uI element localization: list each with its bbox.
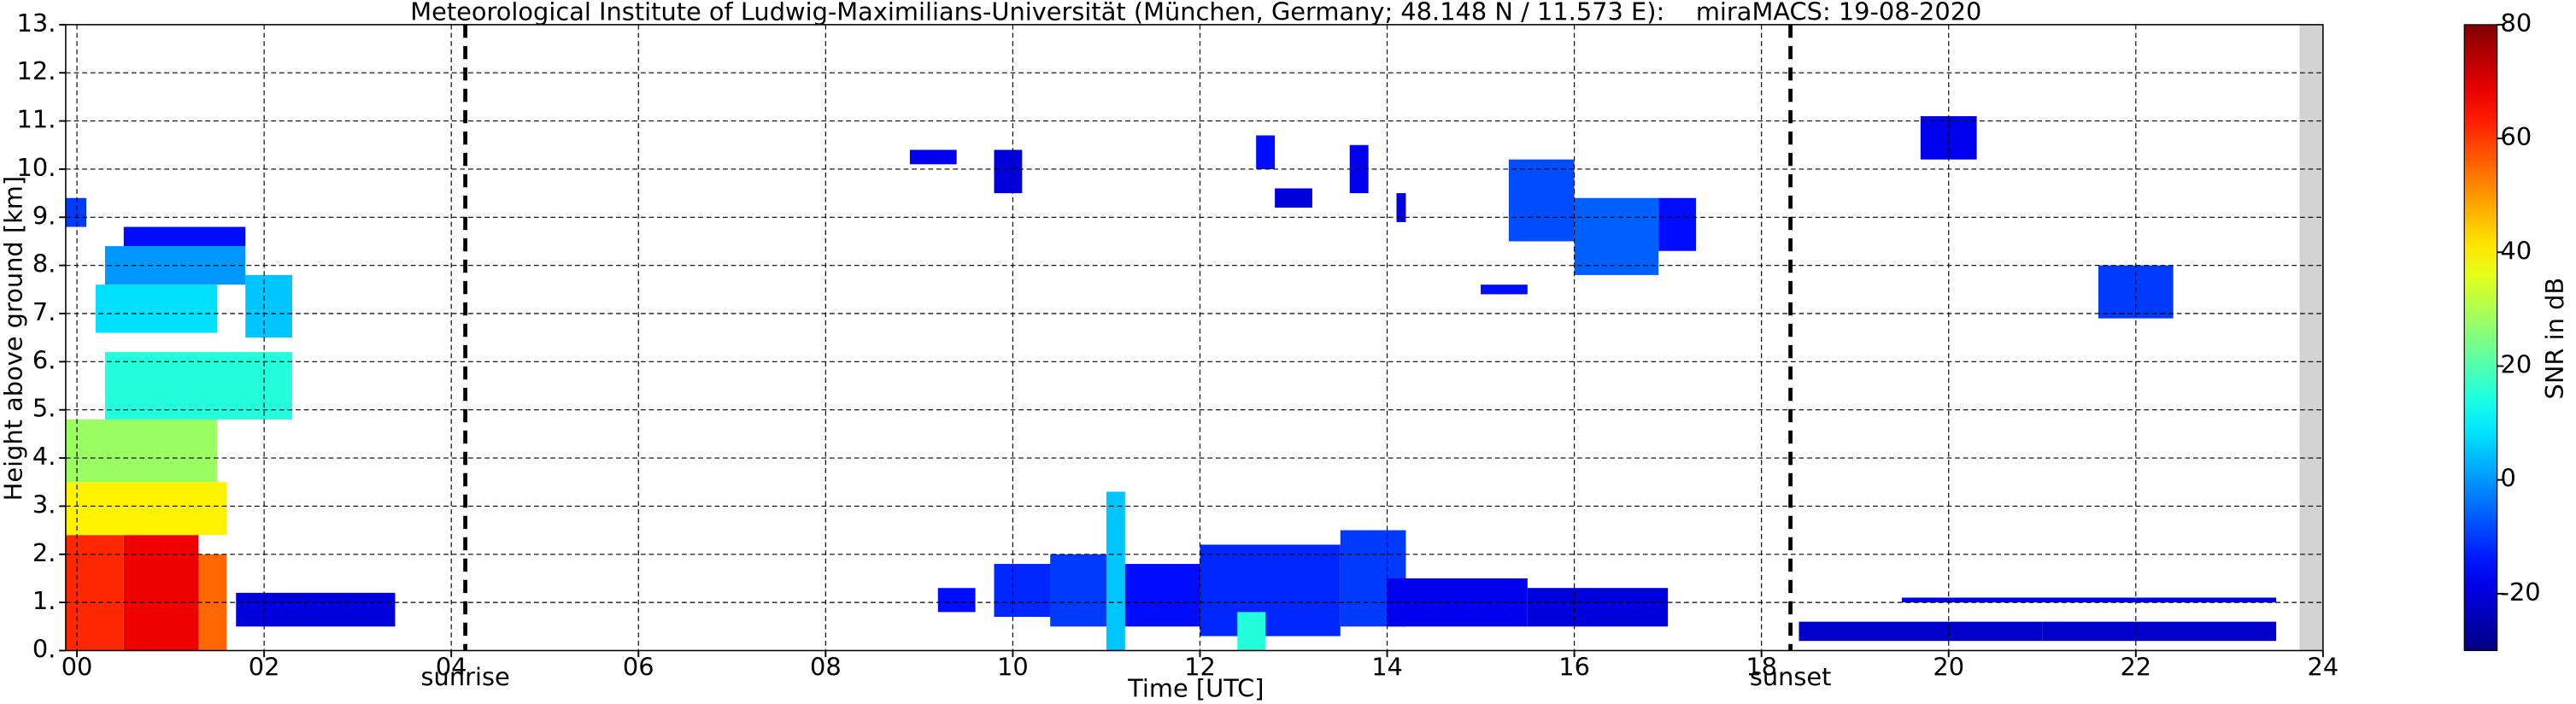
echo-cell [65, 482, 227, 536]
plot-frame [65, 24, 2324, 652]
x-tick-label: 24 [2308, 653, 2339, 682]
y-tick-label: 0. [32, 634, 56, 663]
y-tick-label: 2. [32, 538, 56, 567]
y-axis-label: Height above ground [km] [0, 176, 27, 501]
y-tick-label: 6. [32, 345, 56, 374]
colorbar-tick-label: 80 [2501, 9, 2532, 38]
echo-cell [65, 419, 218, 483]
echo-cell [1920, 115, 1977, 160]
y-tick-label: 9. [32, 201, 56, 230]
echo-cell [1658, 197, 1697, 251]
sun-label: sunset [1750, 662, 1832, 691]
echo-cell [1799, 621, 2043, 642]
echo-cell [1124, 564, 1200, 627]
echo-cell [2042, 621, 2277, 642]
y-tick-label: 5. [32, 394, 56, 423]
y-tick-label: 11. [17, 105, 56, 134]
y-tick-label: 12. [17, 56, 56, 85]
echo-cell [65, 197, 87, 227]
colorbar-tick-label: 0 [2501, 464, 2516, 493]
colorbar-label: SNR in dB [2540, 278, 2569, 400]
colorbar-tick-label: 40 [2501, 236, 2532, 265]
x-tick-label: 00 [62, 653, 93, 682]
y-tick-label: 1. [32, 586, 56, 615]
y-tick-label: 8. [32, 249, 56, 279]
echo-cell [1574, 197, 1659, 275]
echo-cell [1200, 544, 1341, 637]
echo-cell [994, 564, 1060, 618]
echo-cell [236, 592, 396, 627]
x-tick-label: 20 [1933, 653, 1964, 682]
x-tick-label: 10 [997, 653, 1029, 682]
colorbar-tick-label: -20 [2501, 578, 2541, 607]
echo-cell [937, 588, 976, 613]
echo-cell [123, 535, 199, 651]
y-tick-label: 4. [32, 442, 56, 471]
echo-cell [1275, 188, 1312, 208]
echo-cell [1396, 193, 1406, 222]
x-tick-label: 18 [1746, 653, 1777, 682]
echo-cell [994, 150, 1023, 194]
colorbar [2463, 24, 2498, 652]
y-tick-label: 3. [32, 490, 56, 519]
echo-cell [909, 150, 957, 165]
echo-cell [95, 285, 218, 333]
no-data-region [2299, 24, 2323, 651]
x-tick-label: 16 [1558, 653, 1590, 682]
x-tick-label: 04 [436, 653, 467, 682]
echo-cell [123, 226, 246, 247]
echo-cell [1901, 597, 2277, 603]
colorbar-tick-label: 60 [2501, 122, 2532, 151]
echo-cell [65, 535, 124, 651]
chart-title: Meteorological Institute of Ludwig-Maxim… [410, 0, 1981, 26]
echo-cell [1106, 491, 1125, 651]
y-tick-label: 10. [17, 153, 56, 182]
echo-cell [1256, 135, 1276, 169]
echo-cell [1237, 612, 1266, 651]
x-tick-label: 12 [1184, 653, 1216, 682]
echo-cell [1527, 588, 1669, 627]
x-tick-label: 08 [810, 653, 842, 682]
x-axis-label: Time [UTC] [1127, 674, 1264, 703]
sun-label: sunrise [421, 662, 510, 691]
echo-cell [104, 352, 292, 419]
colorbar-tick-label: 20 [2501, 349, 2532, 378]
echo-cell [1508, 159, 1575, 242]
echo-cell [245, 274, 292, 338]
y-tick-label: 7. [32, 297, 56, 326]
y-tick-label: 13. [17, 9, 56, 38]
x-tick-label: 02 [249, 653, 280, 682]
x-tick-label: 06 [623, 653, 654, 682]
x-tick-label: 22 [2120, 653, 2151, 682]
x-tick-label: 14 [1371, 653, 1403, 682]
echo-cell [1481, 285, 1528, 295]
echo-cell [1050, 554, 1106, 627]
